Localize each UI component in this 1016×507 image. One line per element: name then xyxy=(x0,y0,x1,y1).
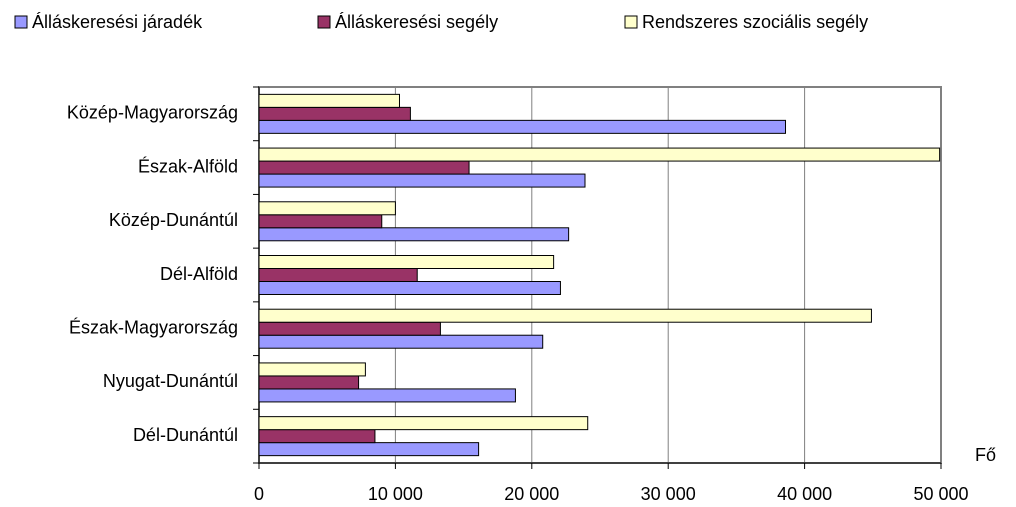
bar xyxy=(258,308,872,323)
legend-label: Rendszeres szociális segély xyxy=(642,12,868,32)
bar xyxy=(258,388,516,403)
y-tick-label: Észak-Alföld xyxy=(138,156,238,176)
bar xyxy=(258,416,589,431)
y-tick-label: Észak-Magyarország xyxy=(69,317,238,337)
x-tick-label: 40 000 xyxy=(777,484,832,504)
legend-swatch xyxy=(317,15,331,29)
bar xyxy=(258,281,561,295)
y-tick-label: Közép-Dunántúl xyxy=(109,210,238,230)
bar xyxy=(258,321,441,336)
bar xyxy=(258,334,544,349)
x-tick-label: 0 xyxy=(254,484,264,504)
y-tick-label: Nyugat-Dunántúl xyxy=(103,371,238,391)
x-axis-label: Fő xyxy=(975,445,996,465)
y-tick-label: Dél-Alföld xyxy=(160,264,238,284)
x-tick-label: 30 000 xyxy=(641,484,696,504)
x-tick-label: 10 000 xyxy=(368,484,423,504)
legend-swatch xyxy=(624,15,638,29)
bar xyxy=(258,119,787,134)
bar xyxy=(258,362,366,377)
bar xyxy=(258,255,555,269)
y-tick-label: Dél-Dunántúl xyxy=(133,425,238,445)
bar xyxy=(258,227,570,242)
bar xyxy=(258,106,411,121)
bar xyxy=(258,429,376,444)
bar xyxy=(258,375,360,390)
bar xyxy=(258,93,400,108)
legend-label: Álláskeresési járadék xyxy=(32,12,203,32)
legend-label: Álláskeresési segély xyxy=(335,12,498,32)
bar xyxy=(258,147,941,162)
bar xyxy=(258,201,396,216)
x-tick-label: 50 000 xyxy=(913,484,968,504)
legend-swatch xyxy=(14,15,28,29)
x-tick-label: 20 000 xyxy=(504,484,559,504)
bar xyxy=(258,214,383,229)
bar xyxy=(258,173,586,188)
y-tick-label: Közép-Magyarország xyxy=(67,103,238,123)
bar xyxy=(258,160,470,175)
bar xyxy=(258,442,480,457)
bar xyxy=(258,268,418,282)
